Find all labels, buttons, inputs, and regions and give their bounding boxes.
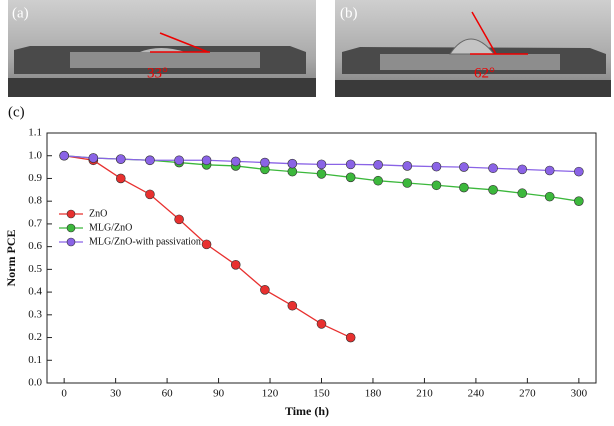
panel-label: (a) [12, 5, 29, 21]
marker [574, 166, 584, 177]
angle-label: 62° [474, 65, 495, 81]
marker [431, 180, 442, 191]
y-tick-label: 0.8 [28, 195, 42, 207]
marker [316, 169, 327, 179]
marker [574, 196, 584, 206]
marker [201, 155, 212, 166]
y-tick-label: 0.9 [28, 172, 42, 184]
marker [260, 157, 270, 168]
y-tick-label: 0.2 [28, 331, 42, 343]
marker [230, 156, 241, 167]
legend-marker [66, 223, 76, 233]
marker [345, 159, 356, 170]
marker [517, 188, 528, 199]
marker [373, 175, 383, 186]
x-tick-label: 150 [313, 388, 330, 400]
marker [260, 285, 270, 295]
marker [287, 300, 298, 311]
marker [145, 155, 155, 166]
marker [431, 161, 442, 172]
marker [544, 165, 555, 176]
y-tick-label: 0.3 [28, 308, 42, 320]
legend-label: MLG/ZnO-with passivation [89, 236, 201, 247]
x-tick-label: 0 [61, 388, 67, 400]
y-tick-label: 0.4 [28, 286, 42, 298]
marker [230, 260, 241, 270]
marker [402, 178, 413, 188]
marker [488, 163, 498, 174]
marker [459, 182, 469, 193]
y-tick-label: 1.0 [28, 149, 42, 161]
marker [544, 191, 555, 202]
marker [373, 160, 383, 170]
marker [59, 150, 69, 161]
angle-label: 33° [147, 65, 168, 81]
legend-marker [66, 209, 76, 219]
marker [316, 159, 327, 170]
x-axis-title: Time (h) [285, 404, 329, 418]
y-tick-label: 0.1 [28, 354, 42, 366]
marker [145, 189, 155, 200]
marker [115, 154, 126, 164]
legend-label: ZnO [89, 208, 107, 219]
photo-b: (b) 62° [335, 0, 611, 97]
marker [201, 239, 212, 250]
x-tick-label: 270 [519, 388, 536, 400]
marker [517, 164, 528, 175]
marker [345, 332, 356, 343]
marker [345, 172, 356, 183]
x-tick-label: 120 [262, 388, 279, 400]
marker [88, 153, 99, 163]
y-tick-label: 1.1 [28, 127, 42, 139]
x-tick-label: 210 [416, 388, 433, 400]
x-tick-label: 180 [365, 388, 382, 400]
y-tick-label: 0.0 [28, 377, 42, 389]
y-tick-label: 0.5 [28, 263, 42, 275]
y-tick-label: 0.6 [28, 240, 42, 252]
x-tick-label: 300 [571, 388, 588, 400]
x-tick-label: 30 [110, 388, 122, 400]
marker [174, 155, 184, 166]
marker [459, 162, 469, 172]
marker [115, 173, 126, 184]
x-tick-label: 60 [162, 388, 174, 400]
marker [287, 158, 298, 169]
panel-label: (c) [8, 104, 25, 120]
x-tick-label: 90 [213, 388, 225, 400]
panel-label: (b) [340, 5, 358, 21]
y-tick-label: 0.7 [28, 217, 42, 229]
legend-label: MLG/ZnO [89, 222, 132, 233]
marker [402, 161, 413, 171]
y-axis-title: Norm PCE [4, 230, 18, 287]
x-tick-label: 240 [468, 388, 485, 400]
marker [488, 185, 498, 195]
legend-marker [66, 237, 76, 247]
marker [316, 319, 327, 329]
marker [287, 166, 298, 177]
marker [174, 214, 184, 225]
photo-a: (a) 33° [8, 0, 316, 97]
